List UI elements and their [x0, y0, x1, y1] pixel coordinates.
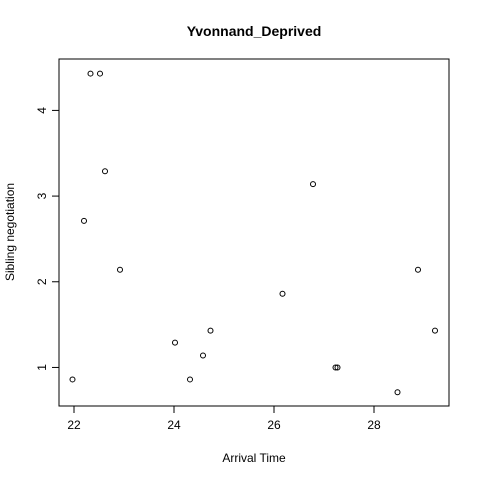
x-tick-label: 28 — [367, 418, 381, 432]
plot-frame — [59, 59, 449, 406]
y-tick-label: 1 — [35, 364, 49, 371]
data-point — [433, 328, 438, 333]
data-point — [395, 390, 400, 395]
data-point — [188, 377, 193, 382]
x-axis-ticks: 22 24 26 28 — [67, 406, 381, 432]
y-axis-ticks: 1 2 3 4 — [35, 107, 59, 371]
data-point — [70, 377, 75, 382]
data-point — [118, 267, 123, 272]
data-point — [416, 267, 421, 272]
data-point — [88, 71, 93, 76]
x-axis-label: Arrival Time — [222, 451, 286, 465]
data-points — [70, 71, 438, 395]
y-tick-label: 4 — [35, 107, 49, 114]
y-axis-label: Sibling negotiation — [3, 183, 17, 281]
data-point — [98, 71, 103, 76]
data-point — [82, 218, 87, 223]
chart-title: Yvonnand_Deprived — [187, 23, 322, 39]
y-tick-label: 3 — [35, 192, 49, 199]
data-point — [208, 328, 213, 333]
x-tick-label: 24 — [167, 418, 181, 432]
data-point — [173, 340, 178, 345]
data-point — [280, 291, 285, 296]
data-point — [201, 353, 206, 358]
data-point — [103, 169, 108, 174]
x-tick-label: 26 — [267, 418, 281, 432]
data-point — [311, 182, 316, 187]
x-tick-label: 22 — [67, 418, 81, 432]
y-tick-label: 2 — [35, 278, 49, 285]
